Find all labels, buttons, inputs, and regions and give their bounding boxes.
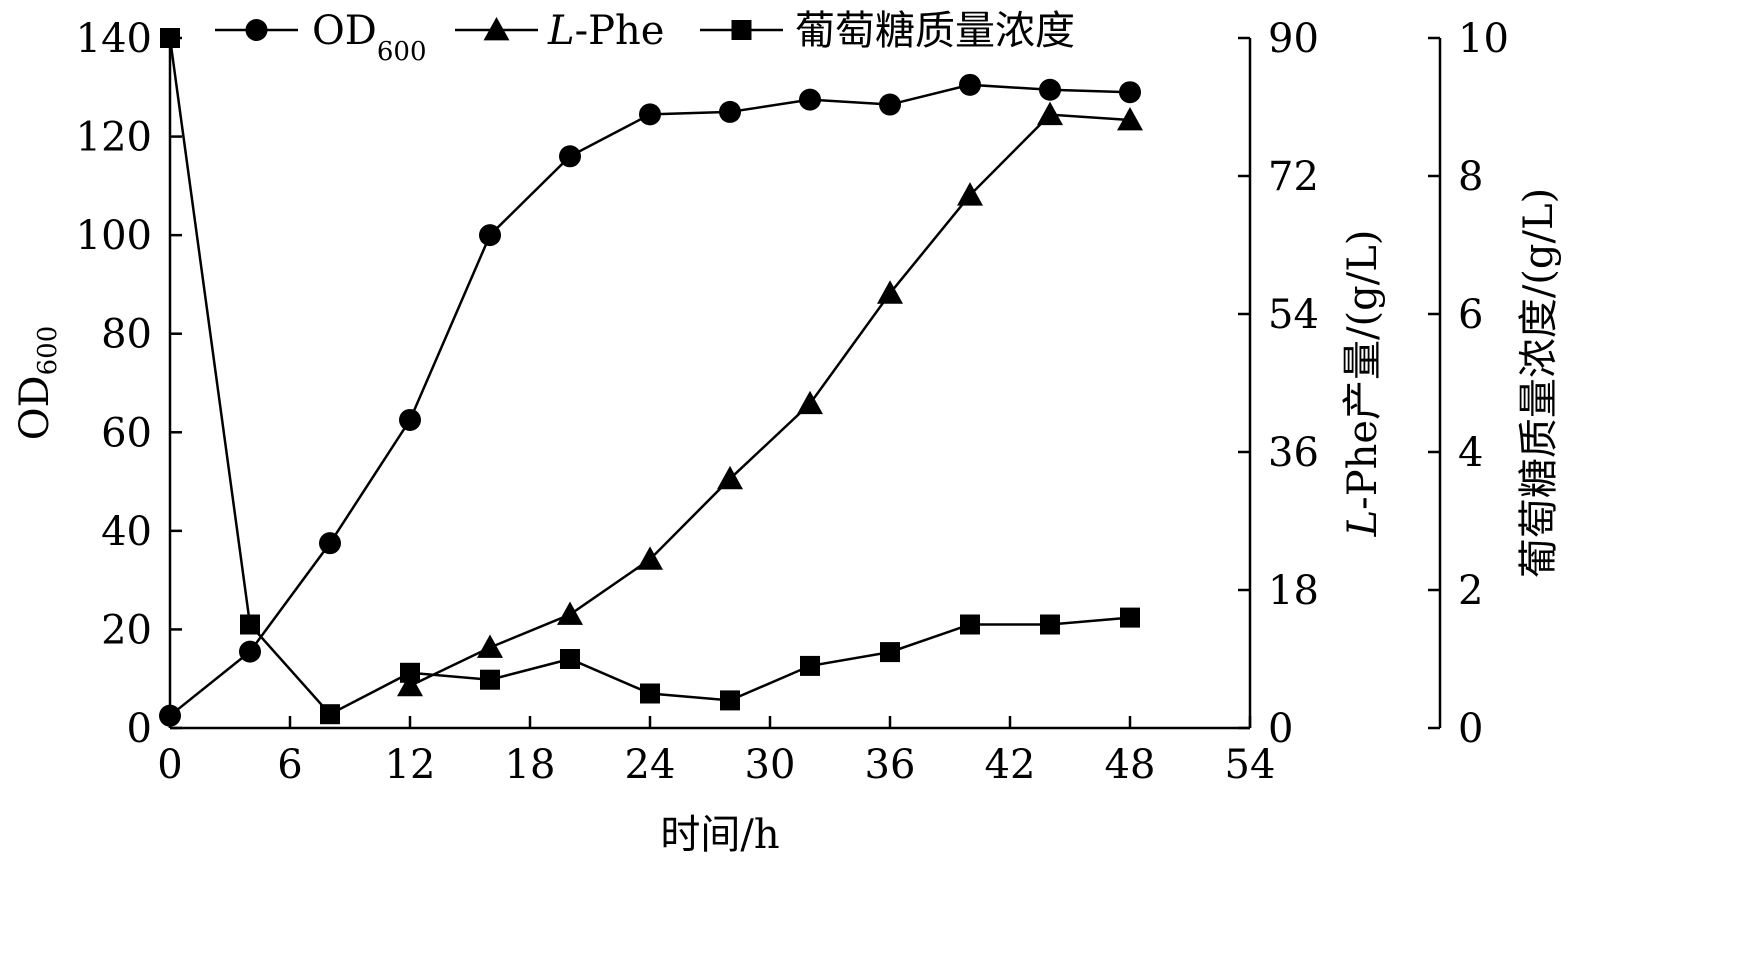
x-tick-label: 6 — [277, 742, 302, 788]
y-tick-label-phe: 54 — [1268, 292, 1319, 338]
y-tick-label-od: 60 — [101, 410, 152, 456]
data-point-triangle — [397, 672, 423, 697]
x-tick-label: 24 — [625, 742, 676, 788]
data-point-circle — [799, 88, 821, 111]
legend-label-square: 葡萄糖质量浓度 — [795, 8, 1075, 54]
y-tick-label-phe: 90 — [1268, 16, 1319, 62]
data-point-triangle — [957, 182, 983, 206]
series-line-triangle — [409, 113, 1131, 687]
axes-layer: 0 6 12 18 24 30 36 42 48 54时间/h020406080100120140… — [12, 16, 1562, 858]
data-point-circle — [239, 640, 261, 663]
data-point-triangle — [717, 465, 743, 490]
data-point-square — [1120, 607, 1140, 628]
x-tick-label: 18 — [505, 742, 556, 788]
y-tick-label-od: 40 — [101, 509, 152, 555]
data-point-triangle — [877, 280, 903, 304]
data-point-triangle — [477, 634, 503, 658]
data-point-triangle — [1117, 107, 1143, 131]
x-tick-label: 36 — [865, 742, 916, 788]
y-axis-title-glc: 葡萄糖质量浓度/(g/L) — [1516, 188, 1562, 578]
data-point-square — [320, 704, 340, 725]
data-point-square — [1040, 614, 1060, 635]
data-point-square — [400, 662, 420, 683]
data-point-circle — [319, 532, 341, 555]
y-tick-label-od: 140 — [76, 16, 152, 62]
legend-marker-circle — [245, 19, 268, 41]
x-tick-label: 54 — [1225, 742, 1276, 788]
data-point-circle — [719, 100, 741, 123]
legend-label-triangle: L-Phe — [547, 8, 664, 54]
data-point-circle — [1039, 78, 1061, 101]
y-tick-label-od: 20 — [101, 607, 152, 653]
y-tick-label-od: 100 — [76, 213, 152, 259]
y-tick-label-glc: 10 — [1458, 16, 1509, 62]
data-point-square — [160, 28, 180, 48]
y-tick-label-od: 80 — [101, 312, 152, 358]
data-point-circle — [879, 93, 901, 116]
x-tick-label: 42 — [985, 742, 1036, 788]
y-tick-label-phe: 18 — [1268, 568, 1319, 614]
y-tick-label-glc: 8 — [1458, 154, 1483, 200]
data-point-square — [640, 683, 660, 704]
data-point-circle — [159, 704, 181, 727]
x-tick-label: 12 — [385, 742, 436, 788]
data-point-circle — [399, 408, 421, 431]
y-axis-title-phe: L-Phe产量/(g/L) — [1340, 230, 1386, 538]
data-point-circle — [559, 145, 581, 168]
y-tick-label-phe: 0 — [1268, 706, 1293, 752]
data-point-triangle — [637, 546, 663, 570]
data-point-triangle — [797, 390, 823, 415]
y-tick-label-phe: 36 — [1268, 430, 1319, 476]
data-point-circle — [959, 73, 981, 96]
series-line-square — [168, 37, 1131, 716]
data-point-circle — [1119, 81, 1141, 104]
x-tick-label: 48 — [1105, 742, 1156, 788]
legend-label-circle: OD600 — [312, 8, 427, 67]
y-tick-label-od: 0 — [127, 706, 152, 752]
x-tick-label: 0 — [157, 742, 182, 788]
x-tick-label: 30 — [745, 742, 796, 788]
legend-marker-square — [731, 20, 752, 40]
data-point-triangle — [557, 601, 583, 625]
y-tick-label-glc: 4 — [1458, 430, 1483, 476]
series-layer — [159, 28, 1143, 727]
y-tick-label-glc: 6 — [1458, 292, 1483, 338]
data-point-square — [480, 669, 500, 690]
y-tick-label-od: 120 — [76, 115, 152, 161]
data-point-square — [880, 642, 900, 663]
data-point-square — [720, 690, 740, 711]
data-point-square — [800, 655, 820, 676]
y-tick-label-glc: 2 — [1458, 568, 1483, 614]
data-point-square — [560, 649, 580, 669]
y-tick-label-glc: 0 — [1458, 706, 1483, 752]
legend-marker-triangle — [483, 17, 510, 41]
data-point-square — [960, 614, 980, 635]
data-point-square — [240, 614, 260, 635]
data-point-triangle — [1037, 101, 1063, 126]
y-tick-label-phe: 72 — [1268, 154, 1319, 200]
legend-layer: OD600 L-Phe 葡萄糖质量浓度 — [215, 8, 1075, 67]
x-axis-title: 时间/h — [660, 812, 779, 858]
data-point-circle — [639, 103, 661, 126]
y-axis-title-od: OD600 — [12, 326, 63, 441]
data-point-circle — [479, 224, 501, 247]
